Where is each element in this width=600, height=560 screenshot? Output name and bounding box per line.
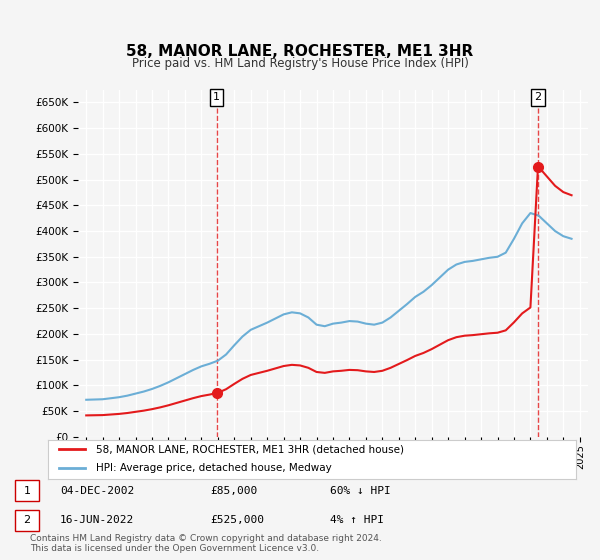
Text: Contains HM Land Registry data © Crown copyright and database right 2024.
This d: Contains HM Land Registry data © Crown c… xyxy=(30,534,382,553)
Text: Price paid vs. HM Land Registry's House Price Index (HPI): Price paid vs. HM Land Registry's House … xyxy=(131,57,469,70)
Text: 2: 2 xyxy=(23,515,31,525)
Text: HPI: Average price, detached house, Medway: HPI: Average price, detached house, Medw… xyxy=(95,463,331,473)
Text: £525,000: £525,000 xyxy=(210,515,264,525)
Text: 60% ↓ HPI: 60% ↓ HPI xyxy=(330,486,391,496)
Text: 16-JUN-2022: 16-JUN-2022 xyxy=(60,515,134,525)
Text: £85,000: £85,000 xyxy=(210,486,257,496)
Text: 2: 2 xyxy=(535,92,542,102)
Text: 58, MANOR LANE, ROCHESTER, ME1 3HR: 58, MANOR LANE, ROCHESTER, ME1 3HR xyxy=(127,44,473,59)
Text: 1: 1 xyxy=(23,486,31,496)
Text: 1: 1 xyxy=(213,92,220,102)
Text: 58, MANOR LANE, ROCHESTER, ME1 3HR (detached house): 58, MANOR LANE, ROCHESTER, ME1 3HR (deta… xyxy=(95,445,404,454)
Text: 04-DEC-2002: 04-DEC-2002 xyxy=(60,486,134,496)
Text: 4% ↑ HPI: 4% ↑ HPI xyxy=(330,515,384,525)
